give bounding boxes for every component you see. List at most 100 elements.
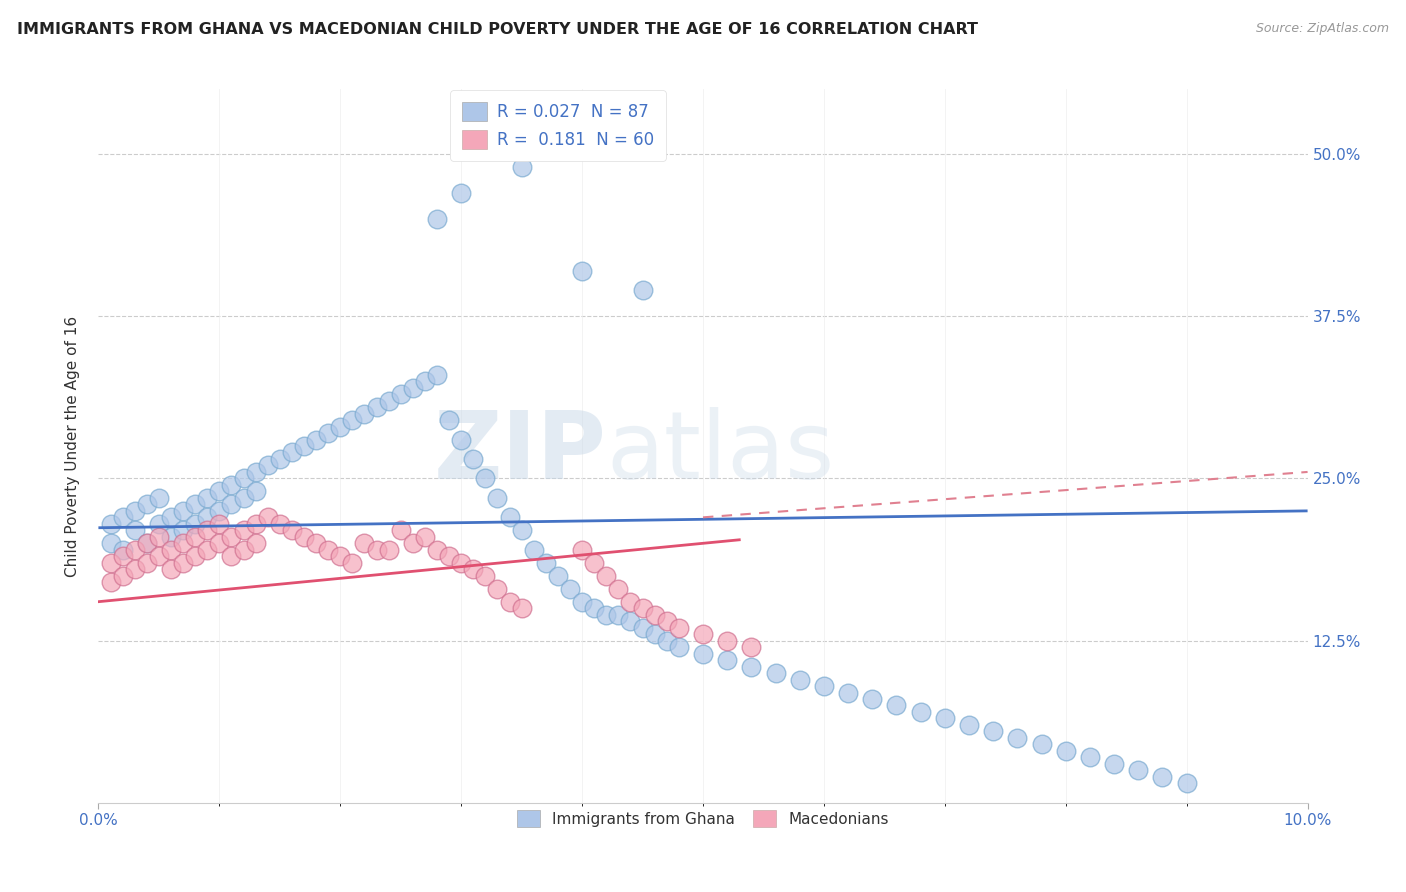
Point: [160, 562, 183, 576]
Point: [148, 530, 170, 544]
Point: [1054, 744, 1077, 758]
Point: [595, 607, 617, 622]
Point: [305, 536, 328, 550]
Point: [316, 542, 339, 557]
Point: [450, 186, 472, 200]
Text: atlas: atlas: [606, 407, 835, 500]
Point: [631, 601, 654, 615]
Point: [886, 698, 908, 713]
Point: [571, 264, 593, 278]
Point: [1102, 756, 1125, 771]
Point: [256, 458, 278, 473]
Point: [135, 497, 157, 511]
Point: [342, 413, 364, 427]
Point: [426, 542, 449, 557]
Point: [232, 491, 254, 505]
Point: [135, 536, 157, 550]
Point: [1152, 770, 1174, 784]
Point: [245, 465, 267, 479]
Point: [172, 556, 194, 570]
Point: [716, 653, 738, 667]
Point: [644, 627, 666, 641]
Point: [221, 478, 243, 492]
Point: [402, 381, 425, 395]
Point: [172, 536, 194, 550]
Point: [160, 510, 183, 524]
Point: [571, 542, 593, 557]
Point: [450, 556, 472, 570]
Point: [245, 536, 267, 550]
Point: [860, 692, 883, 706]
Point: [595, 568, 617, 582]
Point: [402, 536, 425, 550]
Point: [583, 601, 606, 615]
Point: [195, 542, 218, 557]
Point: [269, 516, 291, 531]
Point: [353, 407, 375, 421]
Point: [377, 393, 399, 408]
Point: [1128, 764, 1150, 778]
Point: [426, 368, 449, 382]
Point: [208, 504, 231, 518]
Point: [957, 718, 980, 732]
Text: IMMIGRANTS FROM GHANA VS MACEDONIAN CHILD POVERTY UNDER THE AGE OF 16 CORRELATIO: IMMIGRANTS FROM GHANA VS MACEDONIAN CHIL…: [17, 22, 977, 37]
Point: [558, 582, 581, 596]
Point: [934, 711, 956, 725]
Point: [1175, 776, 1198, 790]
Point: [619, 595, 641, 609]
Point: [111, 542, 134, 557]
Point: [160, 542, 183, 557]
Point: [256, 510, 278, 524]
Point: [668, 640, 690, 654]
Point: [619, 614, 641, 628]
Point: [389, 524, 412, 538]
Point: [160, 530, 183, 544]
Point: [413, 530, 436, 544]
Point: [474, 471, 496, 485]
Point: [342, 556, 364, 570]
Point: [232, 524, 254, 538]
Y-axis label: Child Poverty Under the Age of 16: Child Poverty Under the Age of 16: [65, 316, 80, 576]
Point: [366, 542, 388, 557]
Point: [195, 510, 218, 524]
Point: [366, 400, 388, 414]
Point: [413, 374, 436, 388]
Point: [316, 425, 339, 440]
Point: [135, 536, 157, 550]
Point: [463, 562, 485, 576]
Point: [195, 524, 218, 538]
Point: [245, 484, 267, 499]
Legend: Immigrants from Ghana, Macedonians: Immigrants from Ghana, Macedonians: [506, 799, 900, 838]
Point: [172, 504, 194, 518]
Point: [292, 530, 315, 544]
Point: [740, 659, 762, 673]
Point: [208, 536, 231, 550]
Point: [765, 666, 787, 681]
Point: [148, 491, 170, 505]
Point: [583, 556, 606, 570]
Point: [1007, 731, 1029, 745]
Point: [195, 491, 218, 505]
Point: [184, 516, 207, 531]
Point: [534, 556, 557, 570]
Point: [111, 549, 134, 564]
Point: [789, 673, 811, 687]
Point: [329, 419, 352, 434]
Point: [486, 491, 509, 505]
Point: [124, 504, 146, 518]
Point: [692, 627, 714, 641]
Point: [655, 633, 678, 648]
Point: [124, 542, 146, 557]
Point: [389, 387, 412, 401]
Point: [221, 549, 243, 564]
Point: [813, 679, 835, 693]
Point: [1078, 750, 1101, 764]
Point: [510, 524, 533, 538]
Point: [184, 497, 207, 511]
Point: [232, 542, 254, 557]
Point: [100, 536, 122, 550]
Point: [910, 705, 932, 719]
Point: [498, 510, 520, 524]
Point: [184, 530, 207, 544]
Point: [172, 524, 194, 538]
